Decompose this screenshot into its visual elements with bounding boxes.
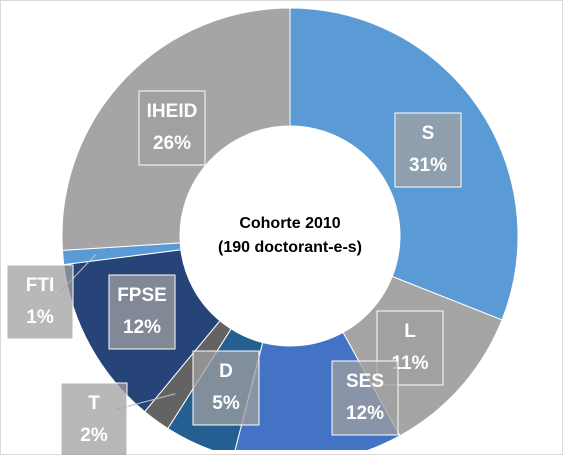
category-label: FPSE — [117, 285, 167, 306]
value-label: 1% — [26, 307, 54, 328]
value-label: 11% — [392, 353, 429, 374]
category-label: T — [88, 393, 100, 414]
category-label: IHEID — [147, 101, 198, 122]
value-label: 12% — [123, 317, 161, 338]
center-title: Cohorte 2010 — [239, 215, 340, 232]
label-box — [6, 264, 74, 340]
category-label: SES — [346, 371, 384, 392]
category-label: L — [404, 321, 416, 342]
label-box — [394, 112, 462, 188]
label-box — [192, 350, 260, 426]
value-label: 26% — [153, 133, 191, 154]
label-box — [108, 274, 176, 350]
label-box — [60, 382, 128, 455]
label-box — [331, 360, 399, 436]
category-label: FTI — [26, 275, 55, 296]
value-label: 5% — [212, 393, 240, 414]
value-label: 31% — [409, 155, 447, 176]
category-label: D — [219, 361, 233, 382]
center-subtitle: (190 doctorant-e-s) — [218, 239, 362, 256]
label-box — [138, 90, 206, 166]
category-label: S — [422, 123, 435, 144]
value-label: 2% — [80, 425, 108, 446]
value-label: 12% — [346, 403, 384, 424]
